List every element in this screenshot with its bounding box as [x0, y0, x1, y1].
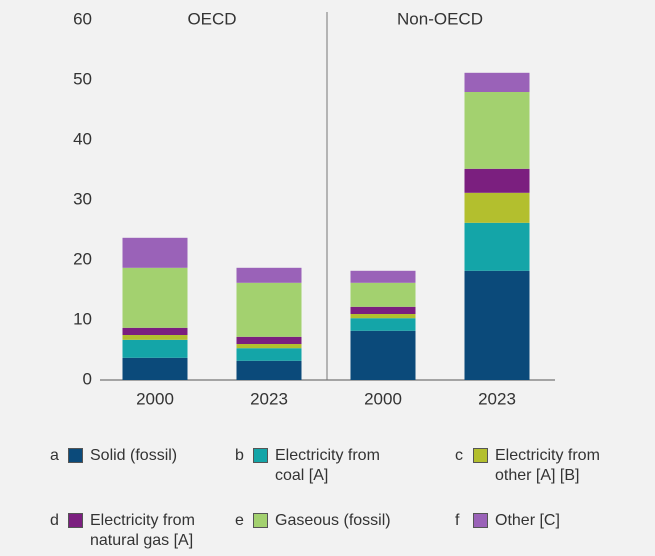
legend-item: c Electricity from other [A] [B]	[455, 446, 625, 486]
y-tick-label: 10	[73, 309, 92, 328]
legend-swatch	[253, 513, 268, 528]
legend-swatch	[68, 513, 83, 528]
y-tick-label: 40	[73, 129, 92, 148]
bar-segment	[122, 339, 188, 358]
legend-label: Other [C]	[495, 512, 560, 529]
bar-segment	[350, 306, 416, 314]
legend-letter: d	[50, 512, 59, 529]
bar-segment	[350, 314, 416, 319]
x-tick-label: 2023	[250, 389, 288, 408]
bar-segment	[464, 222, 530, 271]
legend-letter: a	[50, 447, 59, 464]
x-tick-label: 2000	[136, 389, 174, 408]
bar-segment	[236, 336, 302, 344]
legend-item: d Electricity from natural gas [A]	[50, 511, 220, 551]
legend-swatch	[68, 448, 83, 463]
legend-item: a Solid (fossil)	[50, 446, 220, 466]
bar-segment	[350, 282, 416, 307]
legend-letter: f	[455, 512, 460, 529]
bar-segment	[464, 92, 530, 169]
legend-label: Solid (fossil)	[90, 447, 178, 464]
legend-label: Electricity from coal [A]	[275, 447, 380, 484]
y-tick-label: 30	[73, 189, 92, 208]
y-tick-label: 20	[73, 249, 92, 268]
legend-swatch	[253, 448, 268, 463]
legend-letter: c	[455, 447, 463, 464]
y-tick-label: 60	[73, 9, 92, 28]
bar-segment	[236, 282, 302, 337]
bar-segment	[236, 360, 302, 380]
bar-segment	[122, 335, 188, 340]
bar-segment	[122, 327, 188, 335]
bar-segment	[464, 192, 530, 223]
panel-label: OECD	[187, 9, 236, 28]
bar-segment	[236, 348, 302, 361]
legend-letter: e	[235, 512, 244, 529]
bar-segment	[464, 72, 530, 92]
bar-segment	[464, 270, 530, 380]
legend-letter: b	[235, 447, 244, 464]
bar-segment	[122, 267, 188, 328]
chart: 0 10 20 30 40 50 60 OECD Non-OECD 2000 2023 2000 202…	[73, 9, 555, 408]
bar-segment	[464, 168, 530, 193]
legend-item: e Gaseous (fossil)	[235, 511, 405, 531]
bar-segment	[122, 237, 188, 268]
bar-segment	[236, 344, 302, 349]
panel-label: Non-OECD	[397, 9, 483, 28]
bar-segment	[350, 318, 416, 331]
bar-segment	[236, 267, 302, 283]
legend-label: Electricity from other [A] [B]	[495, 447, 600, 484]
bar-segment	[350, 270, 416, 283]
legend-item: f Other [C]	[455, 511, 625, 531]
legend-swatch	[473, 448, 488, 463]
legend-label: Gaseous (fossil)	[275, 512, 391, 529]
legend-label: Electricity from natural gas [A]	[90, 512, 195, 549]
x-tick-label: 2000	[364, 389, 402, 408]
legend-item: b Electricity from coal [A]	[235, 446, 405, 486]
y-tick-label: 0	[83, 369, 92, 388]
bar-segment	[350, 330, 416, 380]
bar-segment	[122, 357, 188, 380]
y-tick-label: 50	[73, 69, 92, 88]
legend-swatch	[473, 513, 488, 528]
x-tick-label: 2023	[478, 389, 516, 408]
